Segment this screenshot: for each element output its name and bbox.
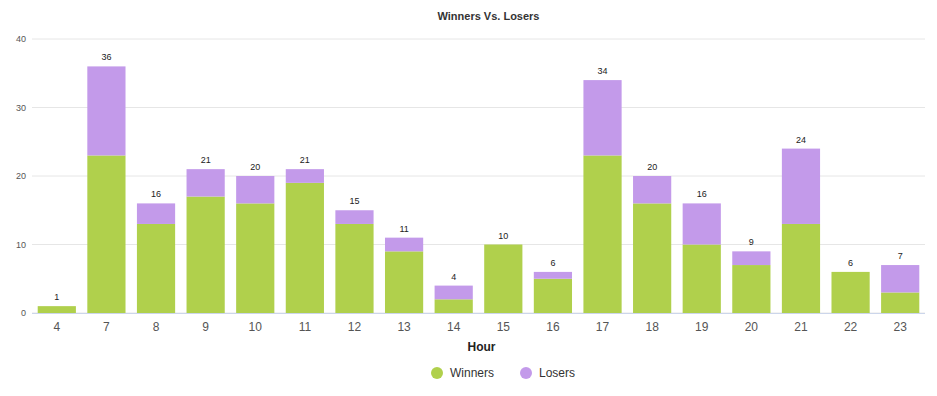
bar-segment [236,203,274,313]
bar-segment [335,224,373,313]
bar-segment [286,169,324,183]
total-label: 9 [749,237,754,247]
legend-label: Winners [450,366,494,380]
bar-segment [534,279,572,313]
y-tick-label: 0 [21,308,26,318]
bar-segment [683,245,721,314]
bar-segment [187,169,225,196]
x-tick-label: 4 [53,320,60,334]
legend-marker [431,367,443,379]
x-tick-label: 13 [397,320,411,334]
bar-segment [187,197,225,313]
x-tick-label: 11 [299,320,312,334]
total-label: 10 [498,231,508,241]
bar-segment [881,265,919,292]
y-tick-label: 20 [16,171,26,181]
bar-segment [633,203,671,313]
bar-segment [137,224,175,313]
legend-label: Losers [539,366,575,380]
x-axis [32,313,925,314]
total-label: 6 [848,258,853,268]
bars [38,66,920,313]
bar-segment [881,292,919,313]
bar-segment [782,224,820,313]
total-label: 24 [796,135,806,145]
bar-segment [683,203,721,244]
y-tick-label: 40 [16,34,26,44]
grid-line [32,107,925,108]
bar-segment [38,306,76,307]
bar-segment [583,155,621,313]
total-label: 16 [151,189,161,199]
bar-segment [534,272,572,279]
grid [32,39,925,313]
x-tick-label: 17 [596,320,610,334]
y-tick-label: 10 [16,240,26,250]
bar-segment [38,306,76,313]
x-tick-label: 19 [695,320,709,334]
x-tick-label: 12 [348,320,362,334]
bar-segment [831,271,869,272]
bar-segment [435,286,473,300]
x-tick-label: 14 [447,320,461,334]
x-tick-label: 18 [645,320,659,334]
total-label: 11 [399,224,408,234]
x-tick-label: 16 [546,320,560,334]
x-tick-label: 22 [844,320,858,334]
total-label: 21 [300,155,310,165]
bar-segment [385,251,423,313]
bar-segment [782,149,820,224]
total-label: 20 [647,162,657,172]
total-label: 34 [598,66,608,76]
bar-segment [583,80,621,155]
bar-segment [286,183,324,313]
x-tick-label: 9 [202,320,209,334]
x-tick-label: 10 [249,320,263,334]
bar-segment [335,210,373,224]
total-label: 6 [550,258,555,268]
x-tick-label: 8 [153,320,160,334]
bar-segment [87,66,125,155]
bar-segment [87,155,125,313]
bar-segment [385,238,423,252]
x-tick-label: 21 [794,320,808,334]
legend: Winners Losers [431,366,575,380]
total-label: 7 [898,251,903,261]
total-label: 4 [451,272,456,282]
y-tick-label: 30 [16,103,26,113]
grid-line [32,39,925,40]
bar-segment [633,176,671,203]
bar-segment [831,272,869,313]
x-tick-label: 23 [894,320,908,334]
total-label: 36 [101,52,111,62]
total-label: 16 [697,189,707,199]
bar-segment [732,265,770,313]
chart: Winners Vs. Losers0102030401361621202115… [0,0,937,396]
x-axis-title: Hour [468,340,496,354]
total-label: 21 [201,155,211,165]
title: Winners Vs. Losers [438,10,540,22]
x-tick-label: 15 [497,320,511,334]
bar-segment [732,251,770,265]
bar-segment [137,203,175,224]
bar-segment [435,299,473,313]
total-label: 20 [250,162,260,172]
x-tick-label: 20 [745,320,759,334]
total-label: 1 [54,292,59,302]
legend-marker [520,367,532,379]
bar-segment [236,176,274,203]
total-label: 15 [349,196,359,206]
bar-segment [484,244,522,245]
bar-segment [484,245,522,314]
x-tick-label: 7 [103,320,110,334]
